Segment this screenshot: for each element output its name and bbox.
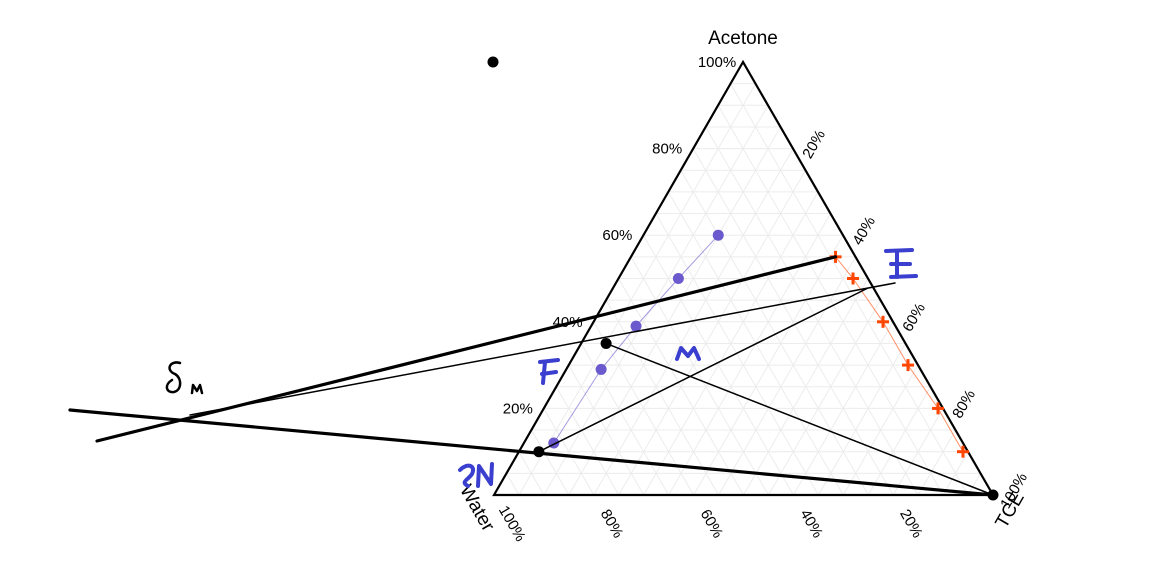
series-1-point	[712, 229, 724, 241]
construction-line	[538, 287, 868, 453]
tick-label-water: 40%	[796, 506, 826, 541]
grid-line	[543, 408, 595, 496]
tick-label-tce: 40%	[849, 214, 879, 249]
grid-line	[743, 278, 869, 496]
axis-title-water: Water	[455, 481, 499, 535]
handwritten-annotations	[165, 248, 918, 488]
series-2-point	[957, 445, 970, 458]
series-2-point	[932, 402, 945, 415]
tick-label-water: 60%	[697, 506, 727, 541]
key-point	[600, 337, 612, 349]
ternary-grid	[506, 83, 981, 496]
grid-line	[730, 83, 969, 496]
stray-point	[487, 56, 499, 68]
grid-line	[917, 429, 956, 496]
grid-line	[568, 364, 645, 496]
grid-line	[942, 451, 969, 496]
tick-label-tce: 80%	[949, 387, 979, 422]
tick-label-acetone: 80%	[652, 141, 682, 158]
grid-line	[518, 451, 545, 496]
tick-labels: 20%20%20%40%40%40%60%60%60%80%80%80%100%…	[495, 54, 1031, 545]
tick-label-tce: 60%	[899, 300, 929, 335]
tick-label-water: 100%	[495, 503, 529, 545]
grid-line	[555, 386, 620, 496]
grid-line	[867, 386, 931, 496]
grid-line	[605, 299, 719, 496]
key-points	[487, 56, 999, 501]
tick-label-acetone: 100%	[698, 54, 736, 71]
grid-line	[568, 126, 781, 496]
key-point	[533, 446, 545, 458]
grid-line	[518, 83, 756, 496]
construction-line	[95, 255, 838, 443]
key-point	[987, 489, 999, 501]
construction-line	[68, 408, 995, 497]
handwritten-delta-m-label	[165, 361, 204, 395]
series-2-point	[902, 359, 915, 372]
tick-label-acetone: 60%	[602, 227, 632, 244]
series-1-point	[672, 273, 684, 284]
series-2-point	[877, 315, 890, 328]
construction-lines	[68, 255, 995, 497]
grid-line	[817, 343, 906, 496]
construction-line	[605, 342, 994, 496]
grid-line	[618, 170, 806, 496]
series-2-line	[835, 256, 964, 452]
grid-line	[655, 213, 819, 496]
grid-line	[668, 213, 831, 496]
grid-line	[705, 126, 919, 496]
handwritten-m-label	[675, 346, 701, 361]
construction-line	[189, 282, 896, 416]
tick-label-water: 80%	[597, 506, 627, 541]
grid-line	[618, 278, 744, 496]
grid-line	[630, 256, 769, 496]
grid-line	[892, 408, 944, 496]
tick-label-water: 20%	[896, 506, 926, 541]
grid-line	[506, 473, 520, 496]
grid-line	[680, 169, 869, 496]
series-1-point	[630, 320, 642, 332]
grid-line	[842, 364, 919, 496]
grid-line	[768, 299, 881, 496]
series-1-point	[595, 363, 607, 375]
grid-line	[718, 256, 856, 496]
series-2-point	[847, 272, 860, 285]
handwritten-rn-label	[458, 462, 494, 488]
grid-line	[792, 321, 894, 496]
tick-label-acetone: 20%	[503, 400, 533, 417]
handwritten-f-label	[538, 358, 560, 385]
ternary-triangle	[492, 59, 995, 497]
grid-line	[530, 429, 570, 496]
axis-title-acetone: Acetone	[708, 28, 778, 49]
handwritten-e-label	[884, 248, 918, 279]
tick-label-tce: 20%	[799, 127, 829, 162]
grid-line	[580, 343, 670, 496]
